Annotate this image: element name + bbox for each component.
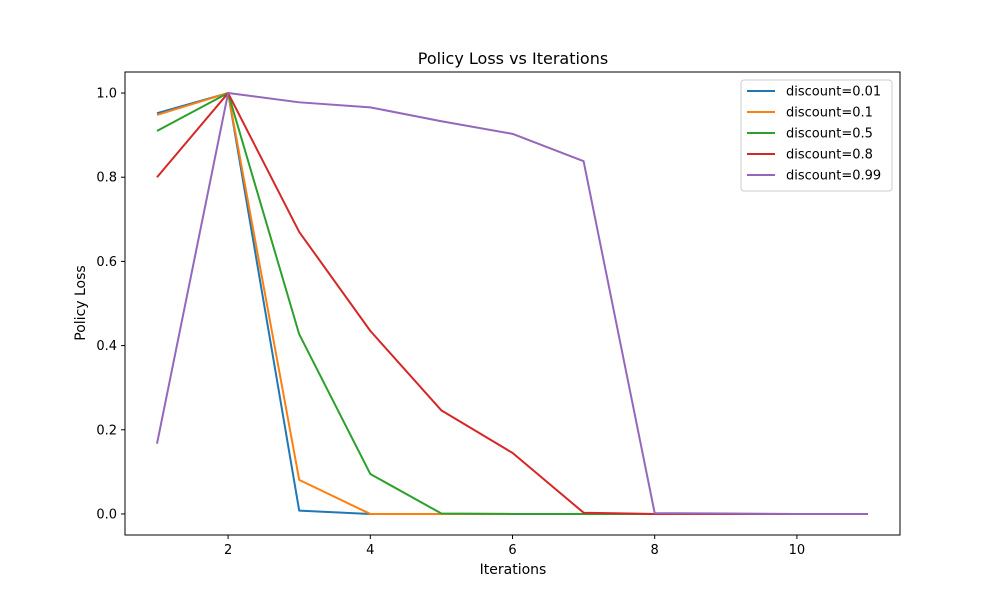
x-axis-ticks: 2 4 6 8 10 [224,535,805,558]
series-lines [156,92,868,515]
y-tick-label: 0.8 [96,171,117,186]
legend-label: discount=0.8 [786,148,873,163]
y-tick-label: 0.6 [96,255,117,270]
legend-frame [740,79,893,192]
legend-label: discount=0.99 [786,169,881,184]
y-axis-label: Policy Loss [73,265,89,340]
y-tick-label: 0.0 [96,507,117,522]
chart-title: Policy Loss vs Iterations [418,49,608,68]
x-tick-label: 2 [224,543,232,558]
legend: discount=0.01 discount=0.1 discount=0.5 dis… [740,79,893,192]
legend-label: discount=0.01 [786,85,881,100]
x-axis-label: Iterations [480,562,547,578]
legend-label: discount=0.5 [786,127,873,142]
y-tick-label: 0.2 [96,423,117,438]
y-tick-label: 1.0 [96,87,117,102]
x-tick-label: 8 [651,543,659,558]
series-line-discount-0-99 [156,92,868,515]
y-tick-label: 0.4 [96,339,117,354]
x-tick-label: 6 [508,543,516,558]
y-axis-ticks: 0.0 0.2 0.4 0.6 0.8 1.0 [96,87,125,522]
x-tick-label: 10 [789,543,806,558]
x-tick-label: 4 [366,543,374,558]
legend-label: discount=0.1 [786,106,873,121]
